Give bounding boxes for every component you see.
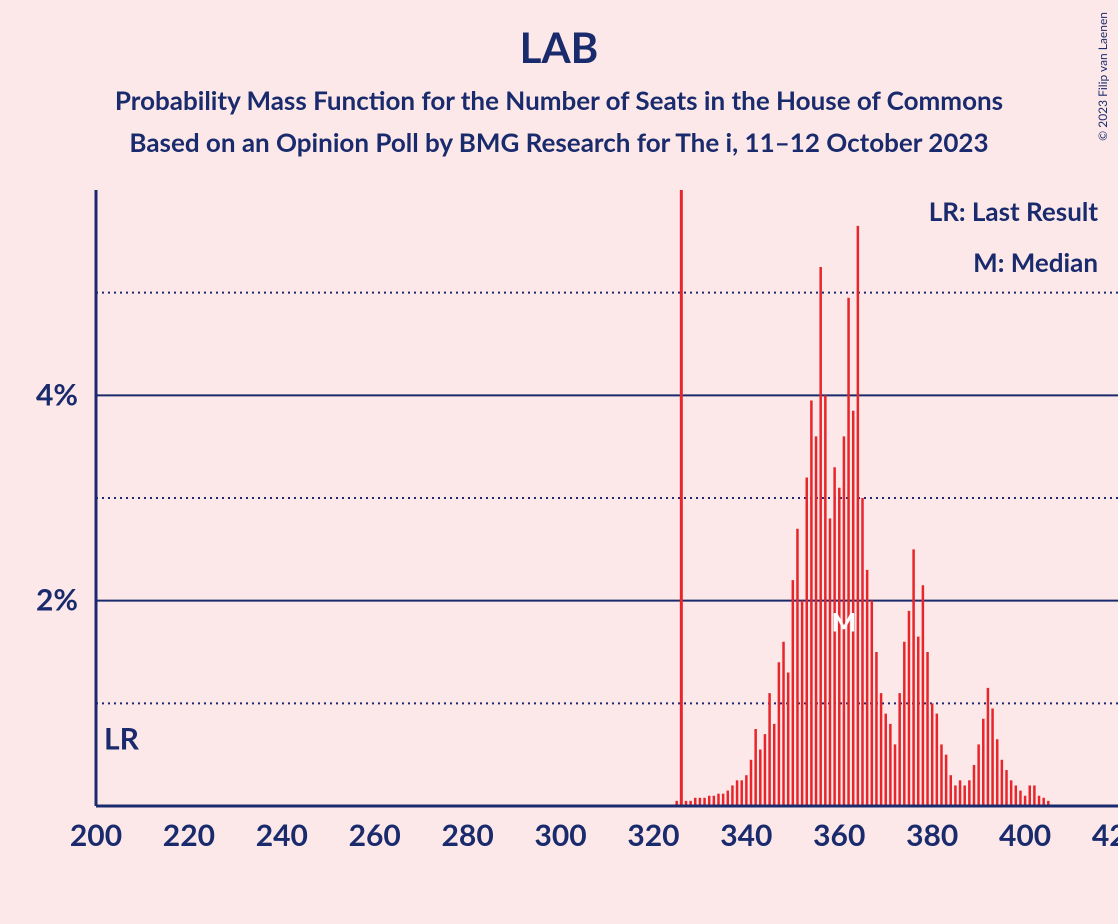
credit-text: © 2023 Filip van Laenen xyxy=(1095,12,1110,141)
x-tick-label: 380 xyxy=(906,817,958,853)
x-tick-label: 260 xyxy=(349,817,401,853)
x-tick-label: 220 xyxy=(163,817,215,853)
chart-container: © 2023 Filip van Laenen LAB Probability … xyxy=(0,0,1118,924)
lr-label: LR xyxy=(104,721,140,757)
x-tick-label: 360 xyxy=(813,817,865,853)
median-label: M xyxy=(832,605,857,637)
chart-subtitle-1: Probability Mass Function for the Number… xyxy=(0,84,1118,116)
x-tick-label: 400 xyxy=(999,817,1051,853)
legend-median: M: Median xyxy=(973,246,1098,278)
chart-subtitle-2: Based on an Opinion Poll by BMG Research… xyxy=(0,126,1118,158)
x-tick-label: 240 xyxy=(256,817,308,853)
y-tick-label: 2% xyxy=(36,582,78,618)
chart-svg: 2%4%200220240260280300320340360380400420… xyxy=(96,190,1118,854)
x-tick-label: 340 xyxy=(720,817,772,853)
plot-area: 2%4%200220240260280300320340360380400420… xyxy=(96,190,1118,854)
chart-title: LAB xyxy=(0,0,1118,72)
y-tick-label: 4% xyxy=(36,376,78,412)
x-tick-label: 200 xyxy=(70,817,122,853)
x-tick-label: 320 xyxy=(627,817,679,853)
x-tick-label: 300 xyxy=(534,817,586,853)
legend-last-result: LR: Last Result xyxy=(929,195,1099,227)
x-tick-label: 420 xyxy=(1092,817,1118,853)
x-tick-label: 280 xyxy=(442,817,494,853)
